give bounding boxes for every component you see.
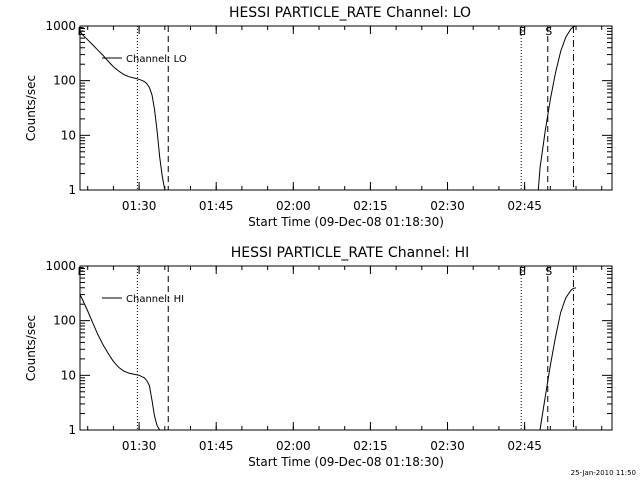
x-tick-label: 02:00 xyxy=(276,199,311,213)
chart-title: HESSI PARTICLE_RATE Channel: HI xyxy=(231,245,469,261)
chart-panel-hi: HESSI PARTICLE_RATE Channel: HI Counts/s… xyxy=(24,245,613,469)
y-axis-label: Counts/sec xyxy=(24,75,38,141)
x-tick-label: 02:15 xyxy=(353,199,388,213)
x-tick-label: 02:30 xyxy=(430,439,465,453)
x-tick-label: 02:00 xyxy=(276,439,311,453)
plot-frame xyxy=(79,25,613,191)
series-line xyxy=(537,25,577,191)
y-tick-label: 100 xyxy=(53,74,76,88)
x-tick-label: 02:30 xyxy=(430,199,465,213)
marker-label: E xyxy=(519,265,526,278)
series-line xyxy=(79,31,166,191)
x-tick-label: 02:15 xyxy=(353,439,388,453)
y-tick-label: 100 xyxy=(53,314,76,328)
marker-label: E xyxy=(78,25,85,38)
series-line xyxy=(79,294,161,431)
chart-panel-lo: HESSI PARTICLE_RATE Channel: LO Counts/s… xyxy=(24,5,613,229)
y-tick-label: 1000 xyxy=(45,19,76,33)
series-line xyxy=(539,287,577,431)
x-tick-label: 02:45 xyxy=(507,439,542,453)
y-tick-label: 1 xyxy=(68,423,76,437)
y-tick-label: 1 xyxy=(68,183,76,197)
y-axis-label: Counts/sec xyxy=(24,315,38,381)
marker-label: E xyxy=(78,265,85,278)
plot-frame xyxy=(79,265,613,431)
x-axis-label: Start Time (09-Dec-08 01:18:30) xyxy=(248,215,444,229)
x-axis-label: Start Time (09-Dec-08 01:18:30) xyxy=(248,455,444,469)
marker-label: S xyxy=(545,265,552,278)
marker-label: S xyxy=(545,25,552,38)
x-tick-label: 01:30 xyxy=(122,199,157,213)
legend-entry: Channel: LO xyxy=(126,54,187,65)
x-tick-label: 01:45 xyxy=(199,199,234,213)
y-tick-label: 10 xyxy=(61,128,76,142)
legend-entry: Channel: HI xyxy=(126,294,184,305)
chart-title: HESSI PARTICLE_RATE Channel: LO xyxy=(229,5,471,21)
y-tick-label: 10 xyxy=(61,368,76,382)
x-tick-label: 01:45 xyxy=(199,439,234,453)
marker-label: E xyxy=(519,25,526,38)
footer-timestamp: 25-Jan-2010 11:50 xyxy=(571,469,636,477)
x-tick-label: 02:45 xyxy=(507,199,542,213)
x-tick-label: 01:30 xyxy=(122,439,157,453)
y-tick-label: 1000 xyxy=(45,259,76,273)
